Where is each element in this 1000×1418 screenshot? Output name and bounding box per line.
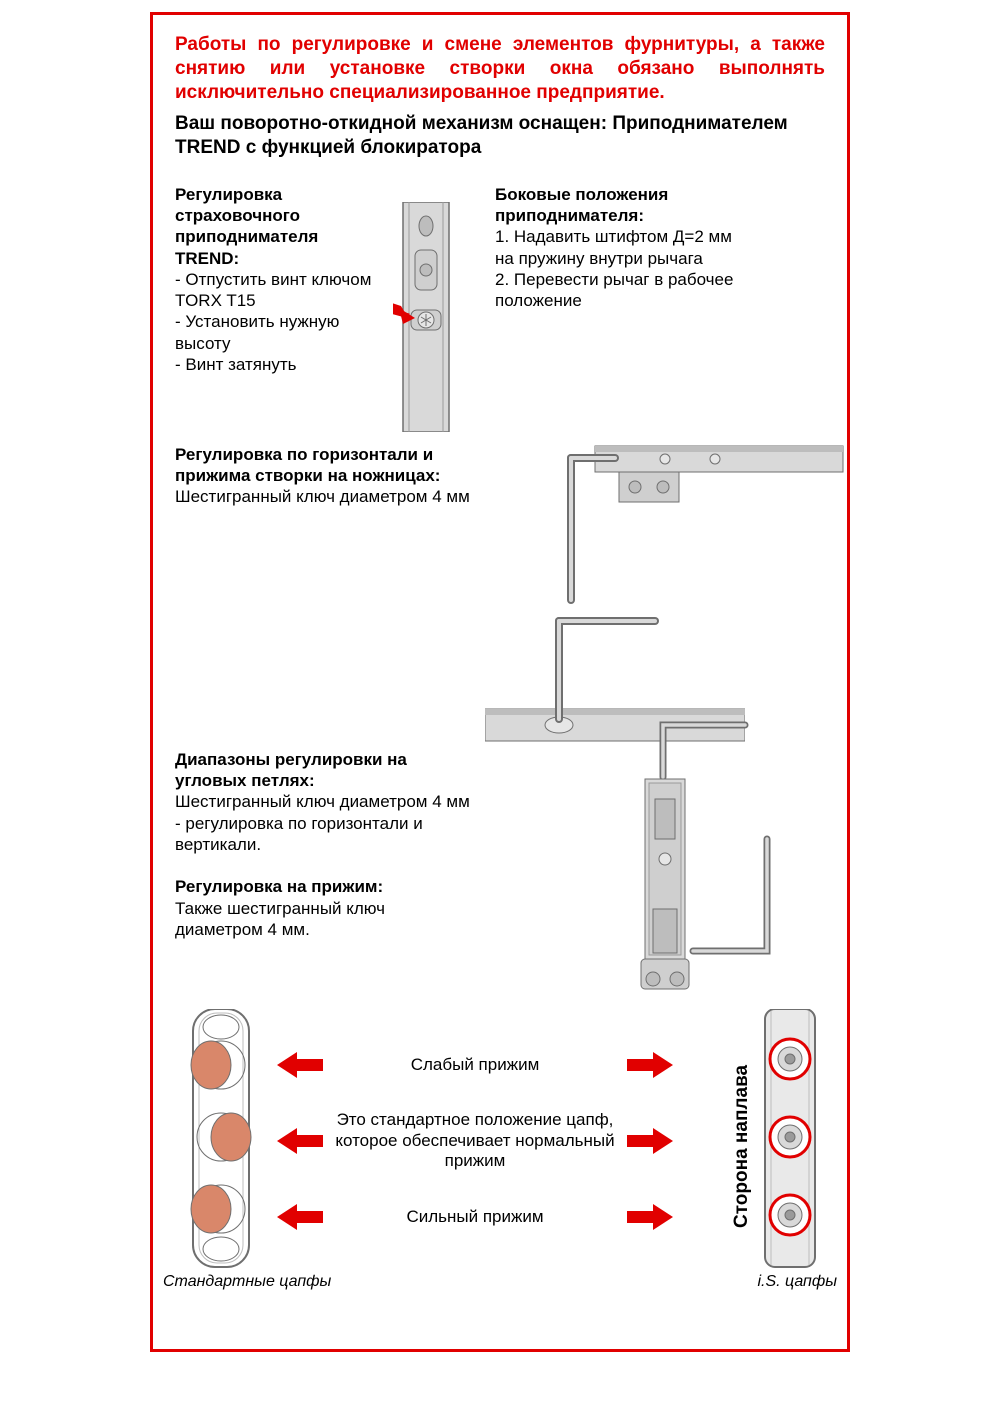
caption-standard: Стандартные цапфы [163, 1273, 331, 1291]
arrow-column-right [625, 1027, 675, 1255]
subheading: Ваш поворотно-откидной механизм оснащен:… [175, 112, 825, 160]
trend-left-text: Регулировка страховочного приподнимателя… [175, 184, 385, 375]
trend-right-item: 2. Перевести рычаг в рабочее положение [495, 269, 755, 312]
horiz-title: Регулировка по горизонтали и прижима ств… [175, 445, 440, 485]
corner-text: Диапазоны регулировки на угловых петлях:… [175, 749, 475, 940]
arrow-right-icon [627, 1126, 673, 1156]
cam-labels: Слабый прижим Это стандартное положение … [325, 1027, 625, 1255]
trend-right-item: 1. Надавить штифтом Д=2 мм на пружину вн… [495, 226, 755, 269]
horiz-body: Шестигранный ключ диаметром 4 мм [175, 487, 470, 506]
trend-left-item: - Винт затянуть [175, 354, 385, 375]
arrow-left-icon [277, 1050, 323, 1080]
trend-mechanism-diagram [393, 202, 459, 432]
cam-label: Слабый прижим [325, 1027, 625, 1103]
content-frame: Работы по регулировке и смене элементов … [150, 12, 850, 1352]
section-horizontal-adjust: Регулировка по горизонтали и прижима ств… [175, 444, 825, 609]
section-cams: Слабый прижим Это стандартное положение … [175, 1009, 825, 1299]
corner-title1: Диапазоны регулировки на угловых петлях: [175, 749, 475, 792]
corner-body2: Также шестигранный ключ диаметром 4 мм. [175, 899, 385, 939]
corner-body1: Шестигранный ключ диаметром 4 мм - регул… [175, 792, 470, 854]
arrow-left-icon [277, 1202, 323, 1232]
horiz-text: Регулировка по горизонтали и прижима ств… [175, 444, 485, 508]
standard-cams-diagram [175, 1009, 267, 1269]
trend-right-text: Боковые положения приподнимателя: 1. Над… [495, 184, 755, 312]
trend-left-item: - Установить нужную высоту [175, 311, 385, 354]
arrow-right-icon [627, 1050, 673, 1080]
arrow-column-left [275, 1027, 325, 1255]
corner-hinge-diagram [545, 719, 825, 1019]
warning-text: Работы по регулировке и смене элементов … [175, 33, 825, 104]
section-trend-adjust: Регулировка страховочного приподнимателя… [175, 184, 825, 444]
scissor-bracket-diagram [535, 440, 845, 610]
corner-title2: Регулировка на прижим: [175, 876, 475, 897]
page: Работы по регулировке и смене элементов … [0, 0, 1000, 1418]
trend-left-item: - Отпустить винт ключом TORX T15 [175, 269, 385, 312]
trend-left-title: Регулировка страховочного приподнимателя… [175, 184, 385, 269]
section-corner-hinge: Диапазоны регулировки на угловых петлях:… [175, 749, 825, 1009]
side-label: Сторона наплава [731, 1023, 753, 1269]
is-cams-diagram [755, 1009, 825, 1269]
cam-label: Это стандартное положение цапф, которое … [325, 1103, 625, 1179]
cam-label: Сильный прижим [325, 1179, 625, 1255]
trend-right-title: Боковые положения приподнимателя: [495, 184, 755, 227]
arrow-right-icon [627, 1202, 673, 1232]
arrow-left-icon [277, 1126, 323, 1156]
caption-is: i.S. цапфы [757, 1273, 837, 1291]
